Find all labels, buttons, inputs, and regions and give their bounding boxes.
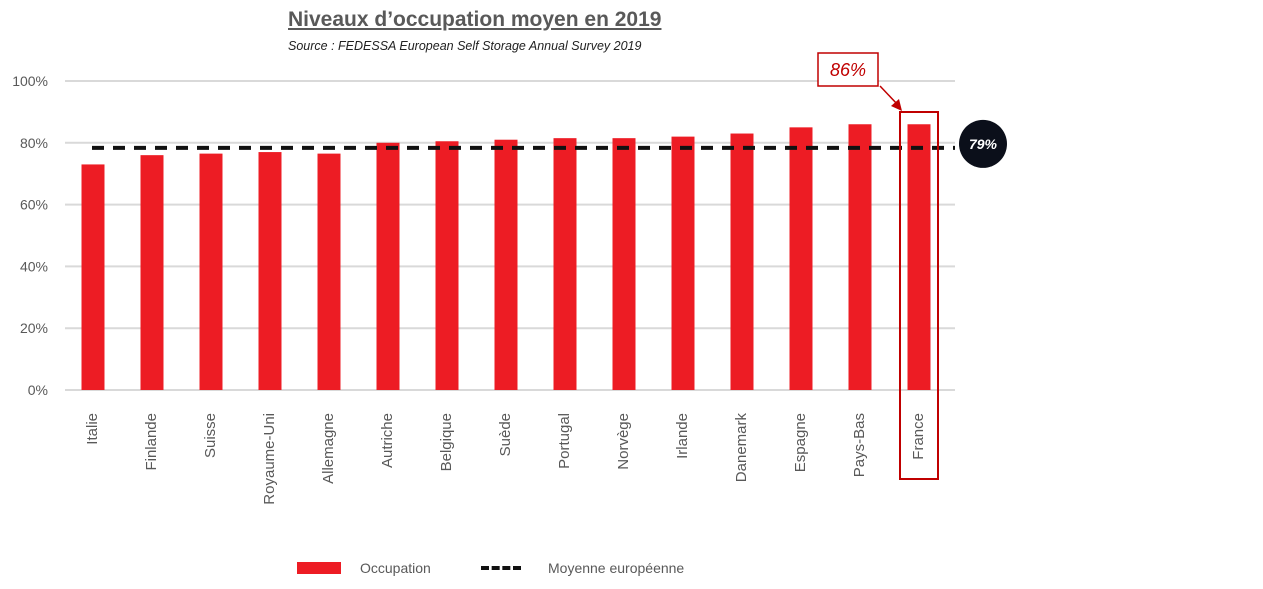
bar-allemagne bbox=[317, 153, 341, 390]
legend-average-swatch bbox=[481, 566, 521, 570]
average-line: 79% bbox=[92, 119, 1007, 168]
bar-pays-bas bbox=[848, 124, 872, 390]
legend-occupation-swatch bbox=[297, 562, 341, 574]
average-badge-label: 79% bbox=[969, 136, 998, 152]
x-tick-label: Danemark bbox=[733, 413, 750, 483]
bar-portugal bbox=[553, 138, 577, 390]
y-tick-label: 80% bbox=[20, 135, 48, 151]
chart-title: Niveaux d’occupation moyen en 2019 bbox=[288, 8, 662, 31]
x-tick-label: Suède bbox=[497, 413, 514, 456]
highlight-annotation: 86% bbox=[817, 52, 939, 480]
y-tick-label: 100% bbox=[12, 73, 48, 89]
x-tick-label: Autriche bbox=[379, 413, 396, 468]
x-tick-label: Pays-Bas bbox=[851, 413, 868, 477]
x-tick-label: Belgique bbox=[438, 413, 455, 471]
x-tick-label: Finlande bbox=[143, 413, 160, 471]
highlight-box bbox=[899, 111, 939, 480]
bar-suisse bbox=[199, 153, 223, 390]
bar-france bbox=[907, 124, 931, 390]
x-tick-label: Royaume-Uni bbox=[261, 413, 278, 505]
x-tick-label: Portugal bbox=[556, 413, 573, 469]
x-tick-label: France bbox=[910, 413, 927, 460]
x-tick-label: Irlande bbox=[674, 413, 691, 459]
x-tick-label: Suisse bbox=[202, 413, 219, 458]
highlight-arrow-line bbox=[879, 85, 899, 106]
legend-average-label: Moyenne européenne bbox=[548, 560, 685, 576]
bar-belgique bbox=[435, 141, 459, 390]
x-tick-label: Espagne bbox=[792, 413, 809, 472]
bar-suède bbox=[494, 139, 518, 390]
chart-subtitle: Source : FEDESSA European Self Storage A… bbox=[288, 39, 642, 53]
bar-danemark bbox=[730, 133, 754, 390]
legend-occupation-label: Occupation bbox=[360, 560, 431, 576]
bar-finlande bbox=[140, 155, 164, 390]
bar-autriche bbox=[376, 142, 400, 390]
x-tick-label: Norvège bbox=[615, 413, 632, 470]
highlight-callout-label: 86% bbox=[830, 60, 866, 80]
bar-royaume-uni bbox=[258, 152, 282, 390]
y-tick-label: 40% bbox=[20, 258, 48, 274]
y-tick-label: 60% bbox=[20, 197, 48, 213]
x-axis: Italie Finlande Suisse Royaume-Uni Allemagne… bbox=[84, 413, 927, 505]
highlight-callout-box bbox=[817, 52, 879, 87]
bars bbox=[81, 124, 931, 390]
y-tick-label: 0% bbox=[28, 382, 48, 398]
y-axis: 0% 20% 40% 60% 80% 100% bbox=[12, 73, 48, 398]
bar-italie bbox=[81, 164, 105, 390]
highlight-arrow-head bbox=[891, 99, 902, 111]
y-tick-label: 20% bbox=[20, 320, 48, 336]
bar-norvège bbox=[612, 138, 636, 390]
bar-espagne bbox=[789, 127, 813, 390]
bar-irlande bbox=[671, 136, 695, 390]
x-tick-label: Italie bbox=[84, 413, 101, 445]
x-tick-label: Allemagne bbox=[320, 413, 337, 484]
average-badge bbox=[959, 119, 1007, 168]
